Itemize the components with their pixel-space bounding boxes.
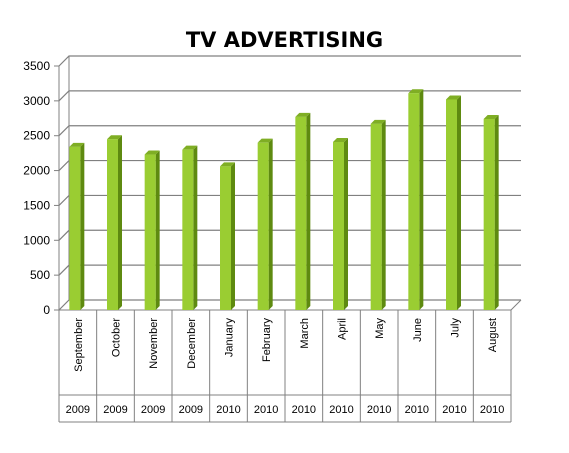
x-category-label: April: [337, 318, 349, 340]
gridline: [58, 55, 521, 67]
bar: [370, 119, 386, 310]
bar-top: [446, 95, 461, 100]
bar-front: [370, 123, 382, 310]
x-year-label: 2010: [367, 404, 391, 416]
y-axis-tick-labels: 0 500 1000 1500 2000 2500 3000 3500: [23, 59, 50, 317]
bar-front: [257, 142, 269, 310]
bar-top: [107, 135, 122, 140]
y-tick-label: 1000: [23, 233, 50, 247]
chart-title: TV ADVERTISING: [185, 28, 384, 52]
bar: [107, 135, 122, 310]
gridline: [58, 90, 521, 102]
gridline: [58, 299, 521, 311]
x-year-label: 2010: [216, 404, 240, 416]
bar-side: [381, 119, 386, 310]
bar-top: [483, 114, 499, 119]
gridline: [58, 264, 521, 276]
y-tick-label: 1500: [23, 198, 50, 212]
x-category-label: July: [450, 318, 462, 338]
bar-side: [193, 145, 198, 310]
gridline: [58, 125, 521, 137]
y-tick-label: 2000: [23, 164, 50, 178]
bar: [295, 112, 311, 311]
bar-front: [69, 146, 81, 310]
bar-side: [231, 162, 235, 310]
bar-top: [257, 138, 273, 143]
bar-side: [118, 135, 122, 310]
y-tick-label: 3500: [23, 59, 50, 73]
bar-top: [408, 89, 424, 94]
bar-front: [144, 154, 156, 310]
x-year-label: 2009: [141, 404, 165, 416]
x-category-label: September: [73, 318, 85, 372]
bar-top: [182, 145, 198, 150]
bar-side: [306, 112, 311, 311]
bars: [69, 89, 499, 311]
floor-side-edge: [510, 299, 522, 311]
x-category-label: February: [261, 318, 273, 363]
bar-front: [182, 149, 194, 310]
bar: [257, 138, 273, 310]
bar-top: [69, 142, 85, 147]
x-axis-category-labels: September 2009 October 2009 November 2009 Dece…: [58, 310, 512, 423]
bar-side: [344, 137, 348, 310]
gridline: [58, 194, 521, 206]
x-category-label: August: [487, 318, 499, 352]
x-category-label: October: [111, 318, 123, 357]
bar-side: [80, 142, 85, 310]
bar-top: [220, 162, 235, 167]
y-tick-label: 3000: [23, 94, 50, 108]
bar-side: [494, 114, 499, 311]
x-year-label: 2009: [66, 404, 90, 416]
bar: [220, 162, 235, 310]
x-year-label: 2010: [292, 404, 316, 416]
bar-side: [457, 95, 461, 310]
x-year-label: 2009: [179, 404, 203, 416]
bar-front: [107, 139, 118, 310]
x-category-label: May: [374, 318, 386, 339]
bar-top: [295, 112, 311, 117]
bar: [144, 150, 160, 310]
bar-front: [333, 141, 344, 310]
bar: [483, 114, 499, 311]
bar-front: [220, 166, 231, 310]
gridline: [58, 159, 521, 171]
x-category-label: March: [299, 318, 311, 349]
x-category-label: December: [186, 318, 198, 369]
bar: [408, 89, 424, 310]
y-tick-label: 2500: [23, 129, 50, 143]
bar: [446, 95, 461, 310]
x-year-label: 2010: [329, 404, 353, 416]
bar: [333, 137, 348, 310]
bar-front: [408, 93, 420, 310]
bar-side: [419, 89, 424, 310]
y-tick-label: 500: [30, 268, 50, 282]
bar-top: [333, 137, 348, 142]
x-category-label: June: [412, 318, 424, 342]
x-year-label: 2010: [442, 404, 466, 416]
bar-front: [446, 99, 457, 310]
bar-front: [295, 116, 307, 311]
y-tick-label: 0: [43, 303, 50, 317]
x-year-label: 2010: [480, 404, 504, 416]
bar: [69, 142, 85, 310]
x-category-label: January: [224, 318, 236, 358]
bar-top: [144, 150, 160, 155]
bar: [182, 145, 198, 310]
x-category-label: November: [148, 318, 160, 369]
x-year-label: 2010: [405, 404, 429, 416]
bar-side: [155, 150, 160, 310]
x-year-label: 2010: [254, 404, 278, 416]
gridline: [58, 229, 521, 241]
bar-side: [268, 138, 273, 310]
bar-top: [370, 119, 386, 124]
x-year-label: 2009: [103, 404, 127, 416]
bar-front: [483, 118, 495, 311]
